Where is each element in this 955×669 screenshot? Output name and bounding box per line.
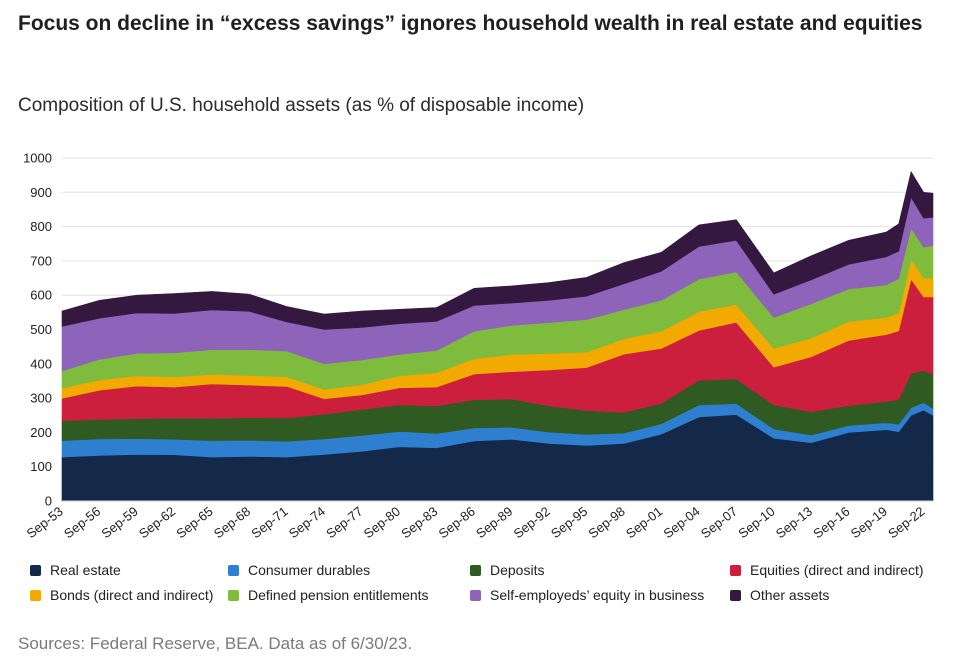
legend-label: Deposits [490, 562, 545, 578]
legend-item: Equities (direct and indirect) [730, 562, 924, 578]
y-tick-label: 200 [30, 425, 52, 440]
x-tick-label: Sep-16 [810, 504, 852, 542]
legend: Real estate Consumer durables Deposits Equi… [30, 562, 945, 612]
x-axis: Sep-53Sep-56Sep-59Sep-62Sep-65Sep-68Sep-… [24, 500, 933, 542]
y-tick-label: 0 [45, 494, 52, 509]
legend-label: Other assets [750, 587, 830, 603]
x-tick-label: Sep-22 [885, 504, 927, 542]
x-tick-label: Sep-01 [623, 504, 665, 542]
legend-item: Real estate [30, 562, 121, 578]
legend-swatch [228, 589, 239, 601]
legend-item: Defined pension entitlements [228, 587, 429, 603]
x-tick-label: Sep-56 [61, 504, 103, 542]
x-tick-label: Sep-74 [286, 504, 328, 542]
y-tick-label: 800 [30, 219, 52, 234]
x-tick-label: Sep-77 [323, 504, 365, 542]
y-tick-label: 900 [30, 185, 52, 200]
area-series [61, 170, 934, 502]
legend-label: Bonds (direct and indirect) [50, 587, 214, 603]
x-tick-label: Sep-80 [361, 504, 403, 542]
legend-item: Self-employeds’ equity in business [470, 587, 704, 603]
area-other-assets [61, 170, 934, 330]
legend-label: Equities (direct and indirect) [750, 562, 924, 578]
y-tick-label: 100 [30, 459, 52, 474]
x-tick-label: Sep-68 [211, 504, 253, 542]
legend-label: Consumer durables [248, 562, 371, 578]
x-tick-label: Sep-65 [173, 504, 215, 542]
x-tick-label: Sep-95 [548, 504, 590, 542]
y-tick-label: 1000 [23, 151, 52, 166]
y-tick-label: 500 [30, 322, 52, 337]
y-tick-label: 600 [30, 288, 52, 303]
chart-subtitle: Composition of U.S. household assets (as… [18, 95, 585, 116]
y-tick-label: 700 [30, 253, 52, 268]
x-tick-label: Sep-19 [848, 504, 890, 542]
legend-swatch [30, 564, 41, 576]
legend-swatch [730, 564, 741, 576]
legend-label: Real estate [50, 562, 121, 578]
x-tick-label: Sep-98 [586, 504, 628, 542]
legend-label: Defined pension entitlements [248, 587, 429, 603]
legend-label: Self-employeds’ equity in business [490, 587, 705, 603]
x-tick-label: Sep-92 [511, 504, 553, 542]
x-tick-label: Sep-13 [773, 504, 815, 542]
legend-item: Bonds (direct and indirect) [30, 587, 213, 603]
x-tick-label: Sep-71 [248, 504, 290, 542]
x-tick-label: Sep-83 [398, 504, 440, 542]
legend-item: Deposits [470, 562, 544, 578]
x-tick-label: Sep-59 [99, 504, 141, 542]
x-tick-label: Sep-04 [660, 504, 702, 542]
y-tick-label: 400 [30, 356, 52, 371]
x-tick-label: Sep-86 [436, 504, 478, 542]
x-tick-label: Sep-07 [698, 504, 740, 542]
source-note: Sources: Federal Reserve, BEA. Data as o… [18, 634, 413, 653]
legend-swatch [730, 589, 741, 601]
legend-item: Other assets [730, 587, 829, 603]
legend-item: Consumer durables [228, 562, 370, 578]
legend-swatch [228, 564, 239, 576]
x-tick-label: Sep-62 [136, 504, 178, 542]
legend-swatch [30, 589, 41, 601]
x-tick-label: Sep-53 [24, 504, 66, 542]
x-tick-label: Sep-10 [735, 504, 777, 542]
x-tick-label: Sep-89 [473, 504, 515, 542]
y-axis: 0 100 200 300 400 500 600 700 800 900 1000 [23, 151, 52, 509]
y-tick-label: 300 [30, 391, 52, 406]
legend-swatch [470, 564, 481, 576]
legend-swatch [470, 589, 481, 601]
chart-title: Focus on decline in “excess savings” ign… [18, 12, 923, 35]
